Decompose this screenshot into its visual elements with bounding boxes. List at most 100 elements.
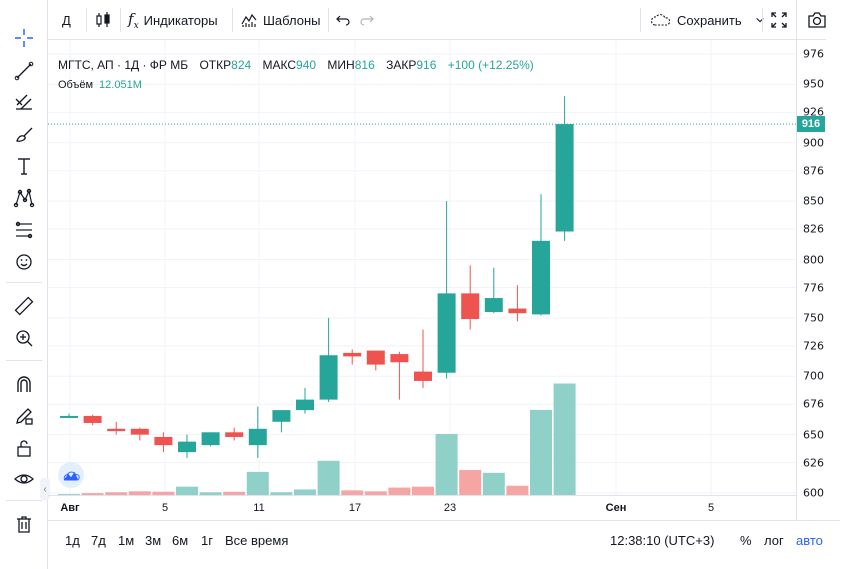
- candle-body: [484, 298, 503, 313]
- candle-body: [225, 432, 244, 437]
- top-toolbar: Д fx Индикаторы Шаблоны Сохранить: [48, 0, 826, 40]
- undo-button[interactable]: [334, 0, 352, 40]
- trend-line-icon[interactable]: [6, 55, 42, 87]
- range-all[interactable]: Все время: [225, 533, 289, 548]
- templates-button[interactable]: Шаблоны: [240, 0, 321, 40]
- volume-bar: [317, 460, 340, 495]
- fib-tool-icon[interactable]: [6, 86, 42, 118]
- pattern-tool-icon[interactable]: [6, 182, 42, 214]
- ruler-icon[interactable]: [6, 290, 42, 322]
- range-1d[interactable]: 1д: [65, 533, 80, 548]
- pencil-lock-icon[interactable]: [6, 400, 42, 432]
- time-tick-label: Сен: [605, 502, 627, 514]
- price-tick-label: 600: [803, 486, 824, 500]
- magnet-icon[interactable]: [6, 368, 42, 400]
- volume-bar: [152, 491, 175, 495]
- range-1y[interactable]: 1г: [201, 533, 213, 548]
- volume-bar: [223, 491, 246, 495]
- time-tick-label: Авг: [60, 502, 80, 514]
- price-tick-label: 976: [803, 47, 824, 61]
- crosshair-icon[interactable]: [6, 22, 42, 54]
- range-6m[interactable]: 6м: [172, 533, 189, 548]
- volume-bar: [506, 485, 529, 495]
- volume-bar: [435, 433, 458, 495]
- candle-body: [154, 436, 173, 446]
- function-icon: fx: [128, 9, 139, 31]
- open-label: ОТКР: [199, 58, 232, 72]
- range-7d[interactable]: 7д: [91, 533, 106, 548]
- volume-value: 12.051M: [99, 79, 142, 91]
- interval-selector[interactable]: Д: [62, 0, 71, 40]
- price-tick-label: 700: [803, 369, 824, 383]
- high-value: 940: [296, 58, 317, 72]
- volume-bar: [553, 383, 576, 495]
- emoji-icon[interactable]: [6, 246, 42, 278]
- candle-body: [437, 293, 456, 373]
- range-3m[interactable]: 3м: [145, 533, 162, 548]
- price-tick-label: 900: [803, 136, 824, 150]
- candle-body: [178, 441, 196, 453]
- trash-icon[interactable]: [6, 508, 42, 540]
- range-1m[interactable]: 1м: [118, 533, 135, 548]
- templates-icon: [241, 13, 257, 27]
- percent-toggle[interactable]: %: [740, 533, 752, 548]
- price-tick-label: 926: [803, 105, 824, 119]
- time-tick-label: 5: [161, 502, 169, 514]
- volume-bar: [530, 409, 552, 495]
- log-toggle[interactable]: лог: [764, 533, 784, 548]
- candle-body: [343, 352, 362, 357]
- toolbar-divider: [328, 8, 329, 32]
- brush-icon[interactable]: [6, 118, 42, 150]
- unlock-icon[interactable]: [6, 432, 42, 464]
- volume-bar: [482, 472, 505, 495]
- save-button[interactable]: Сохранить: [650, 0, 765, 40]
- candle-body: [390, 354, 409, 363]
- chart-pane[interactable]: [48, 40, 796, 495]
- time-axis[interactable]: Авг 5 11 17 23 Сен 5: [48, 495, 796, 519]
- redo-button[interactable]: [358, 0, 376, 40]
- volume-bar: [246, 471, 269, 495]
- text-tool-icon[interactable]: [6, 150, 42, 182]
- candle-body: [319, 355, 338, 400]
- chart-type-button[interactable]: [94, 0, 112, 40]
- eye-icon[interactable]: [6, 463, 42, 495]
- fullscreen-button[interactable]: [770, 0, 788, 40]
- tradingview-logo-icon[interactable]: [58, 462, 84, 488]
- indicators-button[interactable]: fx Индикаторы: [128, 0, 218, 40]
- close-label: ЗАКР: [386, 58, 417, 72]
- candle-body: [107, 428, 126, 432]
- time-tick-label: 23: [443, 502, 457, 514]
- price-tick-label: 826: [803, 222, 824, 236]
- timezone-clock[interactable]: 12:38:10 (UTC+3): [610, 533, 715, 548]
- toolbar-divider: [86, 8, 87, 32]
- auto-toggle[interactable]: авто: [796, 533, 823, 548]
- volume-bar: [58, 494, 80, 495]
- zoom-in-icon[interactable]: [6, 322, 42, 354]
- forecast-tool-icon[interactable]: [6, 214, 42, 246]
- candle-body: [201, 432, 220, 446]
- volume-bar: [81, 493, 104, 495]
- candlestick-chart[interactable]: [48, 40, 796, 495]
- volume-bar: [294, 489, 316, 495]
- symbol-legend: МГТС, АП · 1Д · ФР МБ ОТКР824 МАКС940 МИ…: [58, 58, 534, 72]
- price-axis[interactable]: 976 950 926 900 876 850 826 800 776 750 726 700 676 6…: [796, 40, 840, 520]
- price-tick-label: 800: [803, 253, 824, 267]
- indicators-label: Индикаторы: [143, 12, 218, 28]
- toolbar-divider: [6, 500, 42, 501]
- candle-body: [272, 410, 291, 422]
- save-label: Сохранить: [677, 12, 742, 28]
- collapse-toolbar-handle[interactable]: ‹: [40, 478, 50, 500]
- price-tick-label: 650: [803, 428, 824, 442]
- change-value: +100 (+12.25%): [447, 58, 534, 72]
- candle-body: [532, 240, 550, 315]
- drawing-toolbar: [0, 0, 48, 569]
- candle-body: [555, 124, 574, 232]
- volume-bar: [341, 490, 364, 495]
- interval-label: Д: [62, 12, 71, 28]
- volume-bar: [459, 470, 482, 495]
- redo-icon: [360, 15, 374, 26]
- toolbar-divider: [120, 8, 121, 32]
- symbol-title[interactable]: МГТС, АП · 1Д · ФР МБ: [58, 58, 189, 72]
- screenshot-button[interactable]: [796, 0, 836, 40]
- candle-body: [461, 293, 480, 320]
